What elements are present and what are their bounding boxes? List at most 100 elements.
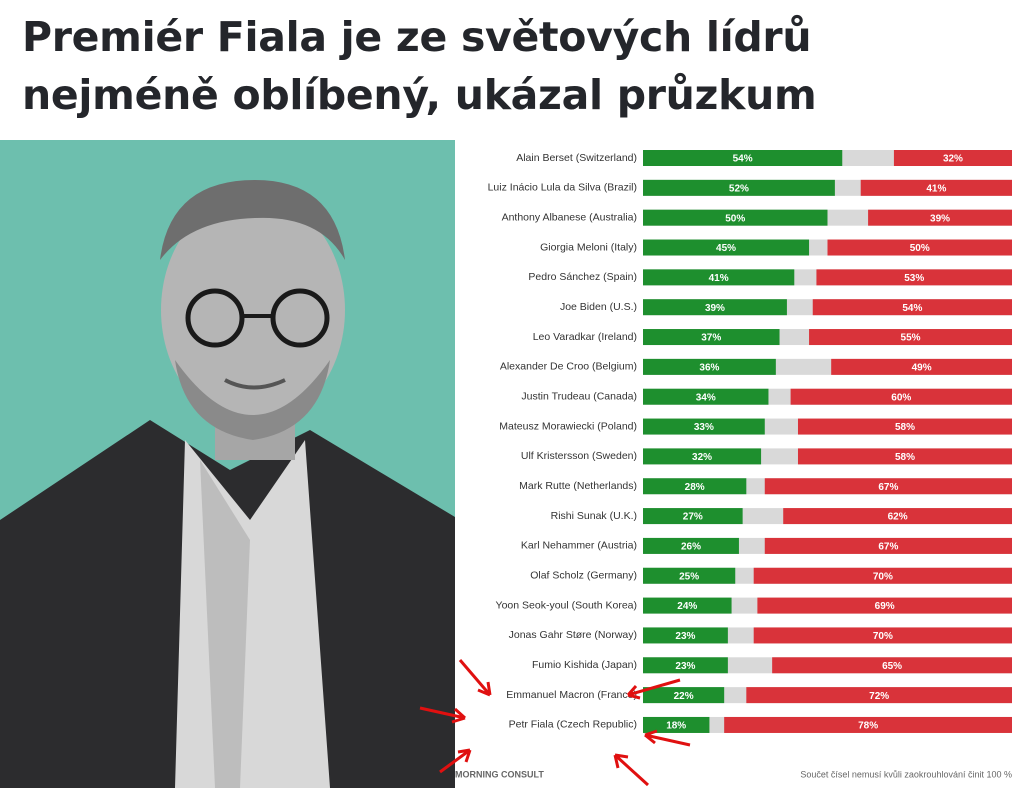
value-label: 55%: [901, 333, 921, 344]
bar-approve: [643, 537, 739, 554]
row-label: Giorgia Meloni (Italy): [540, 241, 637, 253]
value-label: 22%: [674, 691, 694, 702]
bar-disapprove: [816, 269, 1012, 286]
bar-approve: [643, 269, 795, 286]
value-label: 18%: [666, 721, 686, 732]
bar-approve: [643, 716, 710, 733]
value-label: 25%: [679, 571, 699, 582]
bar-disapprove: [753, 567, 1012, 584]
value-label: 49%: [912, 363, 932, 374]
value-label: 33%: [694, 422, 714, 433]
bar-disapprove: [764, 537, 1012, 554]
value-label: 70%: [873, 631, 893, 642]
bar-disapprove: [757, 597, 1012, 614]
value-label: 34%: [696, 392, 716, 403]
bar-approve: [643, 150, 843, 166]
row-label: Jonas Gahr Støre (Norway): [509, 629, 637, 641]
headline: Premiér Fiala je ze světových lídrů nejm…: [22, 13, 817, 119]
row-label: Fumio Kishida (Japan): [532, 659, 637, 671]
bar-approve: [643, 209, 828, 226]
bar-disapprove: [797, 448, 1012, 465]
row-label: Leo Varadkar (Ireland): [533, 331, 637, 343]
value-label: 24%: [677, 601, 697, 612]
bar-approve: [643, 358, 776, 375]
footnote: Součet čísel nemusí kvůli zaokrouhlování…: [800, 769, 1012, 779]
row-label: Justin Trudeau (Canada): [521, 391, 637, 403]
bar-approve: [643, 627, 728, 644]
bar-disapprove: [893, 150, 1012, 166]
bar-disapprove: [809, 329, 1012, 346]
value-label: 50%: [910, 243, 930, 254]
bar-disapprove: [746, 687, 1012, 704]
bar-approve: [643, 687, 725, 704]
value-label: 32%: [943, 154, 963, 165]
row-label: Alain Berset (Switzerland): [516, 152, 637, 164]
source: MORNING CONSULT: [455, 769, 544, 779]
row-label: Pedro Sánchez (Spain): [528, 271, 637, 283]
value-label: 58%: [895, 422, 915, 433]
value-label: 41%: [709, 273, 729, 284]
value-label: 52%: [729, 183, 749, 194]
bar-approve: [643, 179, 835, 196]
row-label: Karl Nehammer (Austria): [521, 540, 637, 552]
photo-person: [0, 180, 470, 788]
row-label: Joe Biden (U.S.): [560, 301, 637, 313]
bar-disapprove: [724, 716, 1012, 733]
value-label: 39%: [705, 303, 725, 314]
value-label: 32%: [692, 452, 712, 463]
row-label: Petr Fiala (Czech Republic): [509, 719, 637, 731]
annotation-arrows: [419, 659, 691, 787]
bar-approve: [643, 329, 780, 346]
value-label: 27%: [683, 512, 703, 523]
value-label: 78%: [858, 721, 878, 732]
bar-disapprove: [812, 299, 1012, 316]
bar-disapprove: [790, 388, 1012, 405]
value-label: 41%: [926, 183, 946, 194]
value-label: 50%: [725, 213, 745, 224]
value-label: 26%: [681, 542, 701, 553]
bar-approve: [643, 508, 743, 525]
row-label: Mark Rutte (Netherlands): [519, 480, 637, 492]
row-label: Yoon Seok-youl (South Korea): [496, 599, 637, 611]
value-label: 70%: [873, 571, 893, 582]
row-label: Olaf Scholz (Germany): [530, 570, 637, 582]
bar-disapprove: [772, 657, 1012, 674]
value-label: 23%: [675, 631, 695, 642]
row-label: Luiz Inácio Lula da Silva (Brazil): [488, 182, 637, 194]
bar-disapprove: [783, 508, 1012, 525]
bar-disapprove: [868, 209, 1012, 226]
bar-disapprove: [797, 418, 1012, 435]
bar-disapprove: [753, 627, 1012, 644]
value-label: 53%: [904, 273, 924, 284]
value-label: 39%: [930, 213, 950, 224]
bar-approve: [643, 478, 747, 495]
value-label: 60%: [891, 392, 911, 403]
value-label: 65%: [882, 661, 902, 672]
value-label: 37%: [701, 333, 721, 344]
value-label: 58%: [895, 452, 915, 463]
bar-approve: [643, 299, 787, 316]
value-label: 67%: [878, 482, 898, 493]
row-label: Anthony Albanese (Australia): [502, 211, 637, 223]
bar-approve: [643, 418, 765, 435]
row-label: Alexander De Croo (Belgium): [500, 361, 637, 373]
row-label: Emmanuel Macron (France): [506, 689, 637, 701]
bar-approve: [643, 448, 762, 465]
bar-disapprove: [831, 358, 1012, 375]
value-label: 69%: [875, 601, 895, 612]
value-label: 45%: [716, 243, 736, 254]
bar-approve: [643, 657, 728, 674]
bar-disapprove: [827, 239, 1012, 256]
value-label: 62%: [888, 512, 908, 523]
bar-approve: [643, 567, 736, 584]
value-label: 67%: [878, 542, 898, 553]
value-label: 28%: [685, 482, 705, 493]
row-label: Rishi Sunak (U.K.): [551, 510, 637, 522]
value-label: 36%: [699, 363, 719, 374]
bar-disapprove: [860, 179, 1012, 196]
bar-disapprove: [764, 478, 1012, 495]
value-label: 54%: [902, 303, 922, 314]
row-label: Ulf Kristersson (Sweden): [521, 450, 637, 462]
value-label: 23%: [675, 661, 695, 672]
